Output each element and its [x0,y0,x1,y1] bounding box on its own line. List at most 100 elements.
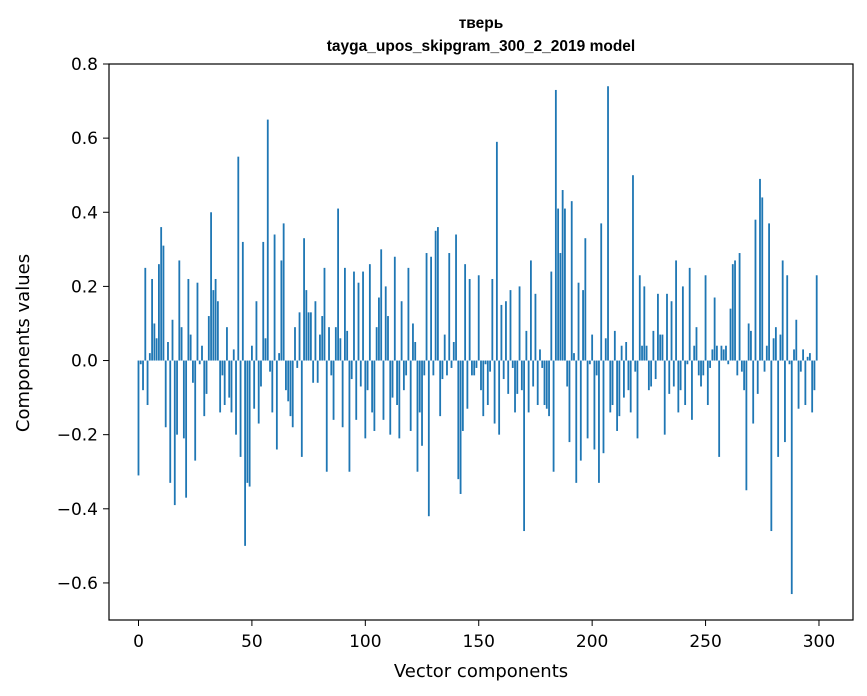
bar [489,360,491,372]
bar [214,278,217,361]
bar [441,360,444,380]
bar [203,360,206,417]
bar [534,293,537,361]
y-tick-label: −0.2 [57,426,98,446]
bar [285,360,287,391]
bar [400,301,403,361]
bar [627,360,630,391]
bar [759,178,761,361]
bar [348,360,351,472]
bar [613,330,616,361]
bar [303,238,305,361]
bar [205,360,208,394]
bar [475,360,478,368]
bar [309,312,312,361]
y-axis-ticks: −0.6 −0.4 −0.2 0.0 0.2 0.4 0.6 0.8 [57,55,109,594]
bar [316,360,319,383]
bar [729,308,732,361]
bar [520,360,523,391]
bar [765,345,768,361]
bar [450,360,453,368]
bar [412,323,414,361]
bar [432,360,435,376]
bar [260,360,262,387]
bar [691,360,693,420]
bar [160,227,163,361]
bar [679,360,682,391]
bar [418,360,421,413]
bar [593,360,596,450]
chart-title-line-2: tayga_upos_skipgram_300_2_2019 model [327,38,635,55]
bar [275,360,278,450]
bar [516,360,519,394]
bar [784,360,786,443]
bar [774,327,777,361]
bar [509,290,512,361]
bar [434,230,437,361]
bar [763,360,766,372]
bar [772,338,775,361]
bar [330,360,333,376]
bar [568,360,571,443]
bar [255,301,258,361]
bar [307,312,310,361]
bar [414,342,417,361]
y-axis-label: Components values [13,254,34,432]
bar [623,360,625,398]
bar [618,360,621,417]
bar [657,293,659,361]
bar [437,227,439,361]
bar [173,360,176,506]
bar [750,330,752,361]
bar [591,334,594,361]
bar [407,267,410,361]
bar [718,360,721,457]
bar [539,349,541,361]
bar [384,286,387,361]
bar [446,360,448,376]
bar [427,360,430,517]
y-tick-label: 0.4 [71,203,98,223]
bar [557,208,560,361]
bar [586,360,589,439]
bar [643,286,646,361]
bar [702,360,705,376]
bar [421,360,423,446]
bar [570,201,573,361]
bar [287,360,290,402]
bar [688,267,691,361]
bar [391,360,394,398]
bar [609,360,612,413]
bar [711,349,714,361]
bar [770,360,773,532]
bar [194,360,197,461]
y-tick-label: −0.4 [57,500,98,520]
bar [162,245,165,361]
bar [518,286,521,361]
bar [790,360,793,595]
bar [486,360,489,406]
chart-title-line-1: тверь [459,15,504,32]
bar [584,238,587,361]
bar [423,360,426,376]
bar [189,334,192,361]
bar [595,360,598,376]
bar [226,327,228,361]
bar [634,360,637,372]
bar [502,360,505,380]
bar [636,360,639,439]
bar [495,141,498,361]
bar [654,360,657,380]
bar [668,360,671,394]
bar [448,253,451,361]
bar [271,360,274,413]
bar [536,360,539,406]
bar [738,253,741,361]
bar [527,360,530,413]
bar [142,360,144,391]
bar [566,360,569,387]
bar [677,360,680,413]
bar [588,360,591,365]
bar [600,223,603,361]
x-axis-ticks: 0 50 100 150 200 250 300 [133,620,835,652]
